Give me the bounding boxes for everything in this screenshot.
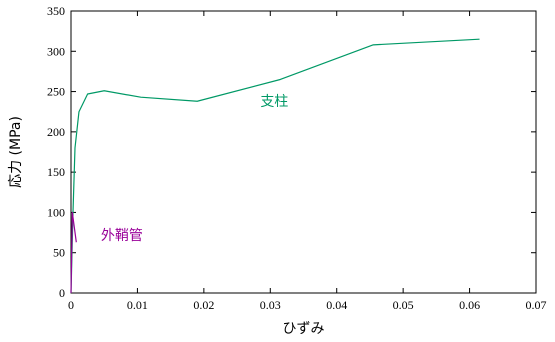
series-annotation: 外鞘管 (101, 228, 143, 244)
x-tick-label: 0.03 (260, 298, 281, 312)
x-tick-label: 0.02 (193, 298, 214, 312)
x-tick-label: 0.04 (326, 298, 347, 312)
y-tick-label: 0 (59, 286, 65, 300)
y-tick-label: 100 (47, 205, 65, 219)
x-tick-label: 0.05 (393, 298, 414, 312)
x-tick-label: 0 (68, 298, 74, 312)
plot-area (70, 10, 537, 294)
series-annotation: 支柱 (260, 94, 288, 110)
series-line-1 (70, 211, 77, 294)
y-tick-label: 50 (53, 246, 65, 260)
y-tick-label: 300 (47, 44, 65, 58)
plot-border (70, 10, 537, 294)
x-axis: 0 0.01 0.02 0.03 0.04 0.05 0.06 0.07 (68, 11, 547, 312)
y-axis: 0 50 100 150 200 250 300 350 (47, 4, 536, 300)
x-tick-label: 0.01 (127, 298, 148, 312)
y-tick-label: 200 (47, 125, 65, 139)
y-tick-label: 250 (47, 85, 65, 99)
x-tick-label: 0.06 (459, 298, 480, 312)
series-layer (70, 38, 480, 294)
series-line-0 (70, 38, 480, 294)
y-axis-label: 応力 (MPa) (8, 116, 24, 188)
y-tick-label: 150 (47, 165, 65, 179)
x-tick-label: 0.07 (526, 298, 547, 312)
x-axis-label: ひずみ (283, 321, 325, 337)
y-tick-label: 350 (47, 4, 65, 18)
